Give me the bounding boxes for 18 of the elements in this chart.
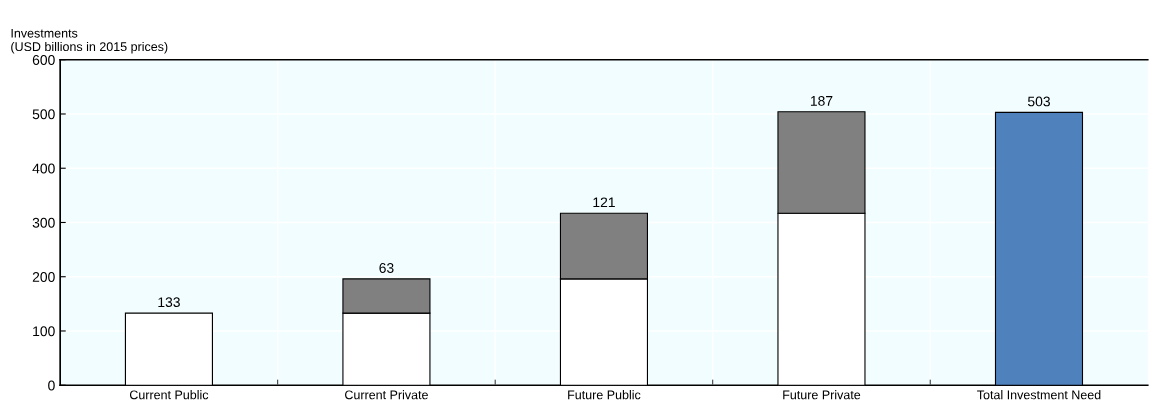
x-tick-label: Future Public <box>568 390 641 400</box>
y-tick-label: 600 <box>32 55 55 65</box>
y-tick-label: 0 <box>48 380 55 391</box>
x-tick-label: Total Investment Need <box>977 390 1101 400</box>
y-tick-label: 400 <box>32 163 55 174</box>
y-tick-label: 500 <box>32 109 55 120</box>
y-tick-label: 200 <box>32 272 55 282</box>
y-axis-title: Investments (USD billions in 2015 prices) <box>11 28 168 54</box>
x-tick-label: Current Private <box>345 390 428 400</box>
data-label: 133 <box>158 297 180 308</box>
x-tick-label: Current Public <box>129 390 209 400</box>
data-label: 503 <box>1027 96 1050 107</box>
data-label: 121 <box>593 197 615 208</box>
x-tick-label: Future Private <box>783 390 861 400</box>
y-tick-label: 100 <box>33 326 55 337</box>
y-tick-label: 300 <box>32 217 55 228</box>
data-label: 187 <box>810 95 833 106</box>
data-label: 63 <box>379 263 394 273</box>
